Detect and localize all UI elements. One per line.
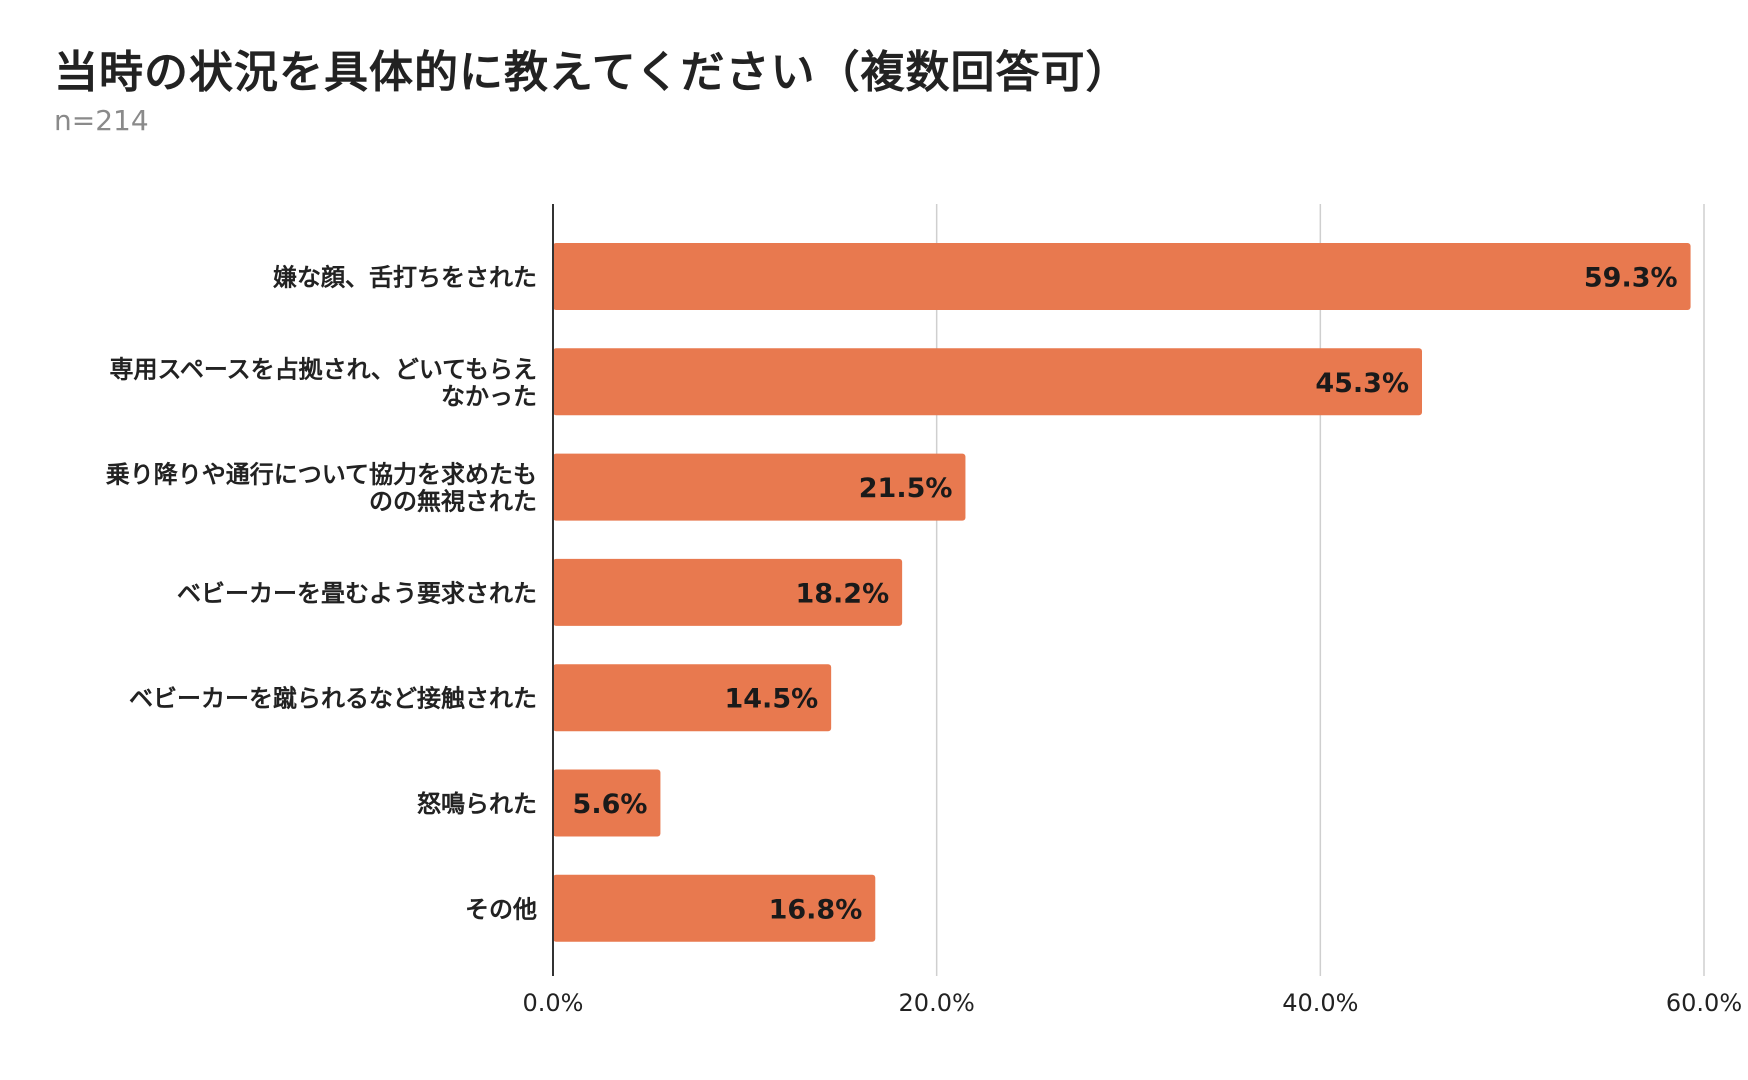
category-label-2-line-0: 乗り降りや通行について協力を求めたも [106,461,537,489]
value-label-0: 59.3% [1584,263,1678,294]
bar-2 [553,453,966,521]
bar-5 [553,769,661,837]
x-tick-label-1: 20.0% [899,989,975,1017]
x-tick-label-3: 60.0% [1666,989,1742,1017]
category-label-3: ベビーカーを畳むよう要求された [177,579,537,607]
category-label-1-line-0: 専用スペースを占拠され、どいてもらえ [110,355,537,383]
value-label-5: 5.6% [573,789,648,820]
category-label-0: 嫌な顔、舌打ちをされた [273,264,537,292]
value-label-3: 18.2% [795,578,889,609]
bar-4 [553,664,832,732]
bar-3 [553,558,903,626]
chart-title: 当時の状況を具体的に教えてください（複数回答可） [54,47,1131,98]
bar-6 [553,874,876,942]
category-label-5: 怒鳴られた [417,790,537,818]
bar-0 [553,243,1691,310]
value-label-1: 45.3% [1315,368,1409,399]
value-label-6: 16.8% [769,894,863,925]
category-label-2-line-1: のの無視された [369,488,537,516]
x-tick-label-0: 0.0% [523,989,584,1017]
category-label-6: その他 [465,895,537,923]
value-label-4: 14.5% [724,684,818,715]
chart-subtitle: n=214 [54,104,149,137]
x-tick-label-2: 40.0% [1282,989,1358,1017]
value-label-2: 21.5% [859,473,953,504]
bar-1 [553,348,1423,416]
category-label-1-line-1: なかった [441,382,537,410]
category-label-4: ベビーカーを蹴られるなど接触された [129,685,537,713]
